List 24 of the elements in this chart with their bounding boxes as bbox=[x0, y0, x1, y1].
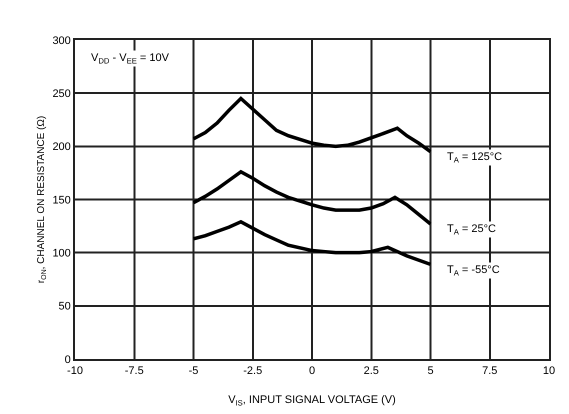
x-tick-label: -10 bbox=[67, 365, 83, 378]
y-tick-label: 300 bbox=[52, 34, 71, 47]
line-series bbox=[192, 170, 432, 226]
x-tick-label: -2.5 bbox=[243, 365, 262, 378]
series-label: T$_{A}$ = 125°C bbox=[447, 151, 502, 164]
x-tick-label: 7.5 bbox=[482, 365, 498, 378]
y-tick-label: 0 bbox=[64, 354, 71, 366]
x-tick-label: 0 bbox=[308, 365, 316, 378]
y-tick-label: 100 bbox=[52, 248, 71, 260]
x-tick-label: -7.5 bbox=[124, 365, 144, 378]
x-axis-title: V$_{IS}$, INPUT SIGNAL VOLTAGE (V) bbox=[228, 394, 396, 408]
x-tick-label: -5 bbox=[188, 365, 198, 378]
x-tick-label: 5 bbox=[427, 365, 434, 378]
x-tick-label: 2.5 bbox=[364, 365, 379, 378]
series-label: T$_{A}$ = -55°C bbox=[447, 264, 500, 278]
y-tick-label: 150 bbox=[52, 194, 71, 206]
y-tick-label: 200 bbox=[52, 141, 71, 154]
annotation: V$_{DD}$ - V$_{EE}$ = 10V bbox=[91, 52, 170, 66]
line-series bbox=[192, 96, 432, 154]
y-tick-label: 50 bbox=[58, 300, 71, 313]
y-tick-label: 250 bbox=[52, 88, 71, 100]
series-label: T$_{A}$ = 25°C bbox=[447, 223, 496, 236]
line-series bbox=[192, 220, 432, 266]
x-tick-label: 10 bbox=[542, 365, 556, 378]
